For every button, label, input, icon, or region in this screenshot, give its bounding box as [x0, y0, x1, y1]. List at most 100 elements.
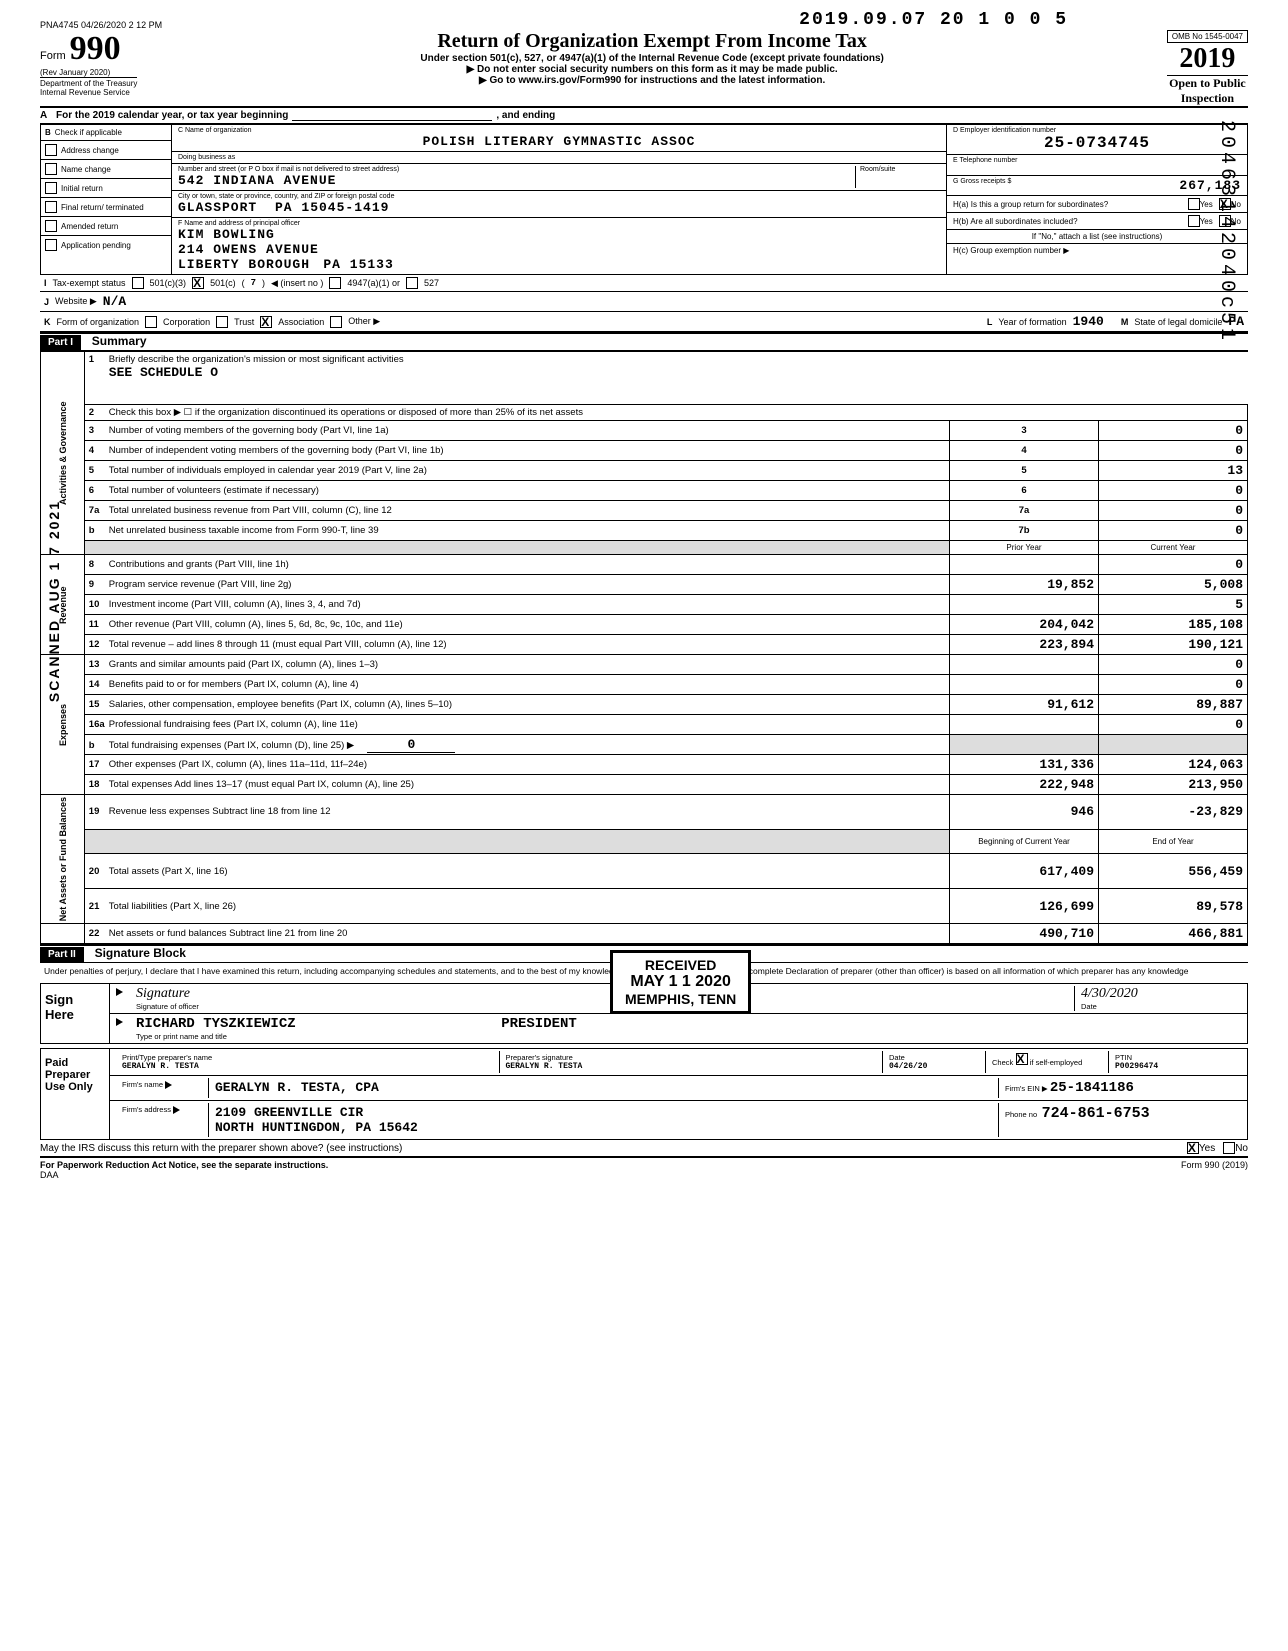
- c16a: 0: [1099, 715, 1248, 735]
- checkbox-trust[interactable]: [216, 316, 228, 328]
- room-label: Room/suite: [860, 166, 940, 173]
- firm-phone: 724-861-6753: [1042, 1105, 1150, 1122]
- preparer-date: 04/26/20: [889, 1062, 979, 1071]
- omb-number: OMB No 1545-0047: [1167, 30, 1248, 43]
- gross-receipts-label: G Gross receipts $: [953, 178, 1011, 193]
- c21: 89,578: [1099, 889, 1248, 924]
- website-value: N/A: [103, 294, 126, 309]
- c18: 213,950: [1099, 775, 1248, 795]
- val-7b: 0: [1099, 521, 1248, 541]
- checkbox-initial-return[interactable]: [45, 182, 57, 194]
- checkbox-4947[interactable]: [329, 277, 341, 289]
- tax-year: 2019: [1167, 43, 1248, 75]
- part-1-header: Part I Summary: [40, 332, 1248, 351]
- sign-arrow-icon: [116, 988, 123, 996]
- officer-print-name: RICHARD TYSZKIEWICZ: [136, 1016, 296, 1032]
- c9: 5,008: [1099, 575, 1248, 595]
- street-address: 542 INDIANA AVENUE: [178, 173, 855, 188]
- org-name: POLISH LITERARY GYMNASTIC ASSOC: [178, 134, 940, 149]
- ha-label: H(a) Is this a group return for subordin…: [953, 200, 1188, 209]
- checkbox-assoc[interactable]: [260, 316, 272, 328]
- street-label: Number and street (or P O box if mail is…: [178, 166, 855, 173]
- irs-line: Internal Revenue Service: [40, 88, 137, 97]
- vertical-code-right: 20463142040c51: [1215, 120, 1238, 344]
- ein-label: D Employer identification number: [953, 127, 1241, 134]
- p19: 946: [950, 795, 1099, 830]
- officer-city: LIBERTY BOROUGH: [178, 257, 310, 272]
- checkbox-name-change[interactable]: [45, 163, 57, 175]
- sign-date: 4/30/2020: [1081, 986, 1241, 1002]
- c12: 190,121: [1099, 635, 1248, 655]
- form-instruction-1: ▶ Do not enter social security numbers o…: [137, 64, 1166, 75]
- form-number: 990: [70, 30, 121, 67]
- p20: 617,409: [950, 854, 1099, 889]
- val-3: 0: [1099, 421, 1248, 441]
- checkbox-amended[interactable]: [45, 220, 57, 232]
- officer-signature: Signature: [136, 986, 1074, 1002]
- checkbox-discuss-yes[interactable]: [1187, 1142, 1199, 1154]
- officer-title: PRESIDENT: [501, 1016, 577, 1032]
- checkbox-final-return[interactable]: [45, 201, 57, 213]
- officer-zip: PA 15133: [323, 257, 393, 272]
- checkbox-hb-yes[interactable]: [1188, 215, 1200, 227]
- val-5: 13: [1099, 461, 1248, 481]
- discuss-row: May the IRS discuss this return with the…: [40, 1140, 1248, 1158]
- city-label: City or town, state or province, country…: [178, 193, 940, 200]
- checkbox-discuss-no[interactable]: [1223, 1142, 1235, 1154]
- checkbox-527[interactable]: [406, 277, 418, 289]
- org-name-label: C Name of organization: [178, 127, 940, 134]
- ptin: P00296474: [1115, 1062, 1235, 1071]
- arrow-icon-2: [173, 1106, 180, 1114]
- p9: 19,852: [950, 575, 1099, 595]
- p18: 222,948: [950, 775, 1099, 795]
- firm-name: GERALYN R. TESTA, CPA: [215, 1080, 379, 1095]
- sign-arrow-icon-2: [116, 1018, 123, 1026]
- c11: 185,108: [1099, 615, 1248, 635]
- received-stamp: RECEIVED MAY 1 1 2020 MEMPHIS, TENN: [610, 950, 751, 1014]
- val-6: 0: [1099, 481, 1248, 501]
- val-7a: 0: [1099, 501, 1248, 521]
- checkbox-self-employed[interactable]: [1016, 1053, 1028, 1065]
- p15: 91,612: [950, 695, 1099, 715]
- l16b-val: 0: [367, 737, 455, 753]
- c19: -23,829: [1099, 795, 1248, 830]
- val-4: 0: [1099, 441, 1248, 461]
- form-word: Form: [40, 50, 66, 62]
- year-formation: 1940: [1073, 314, 1104, 329]
- p17: 131,336: [950, 755, 1099, 775]
- c15: 89,887: [1099, 695, 1248, 715]
- p12: 223,894: [950, 635, 1099, 655]
- c14: 0: [1099, 675, 1248, 695]
- checkbox-other[interactable]: [330, 316, 342, 328]
- c22: 466,881: [1099, 924, 1248, 944]
- summary-table: Activities & Governance 1Briefly describ…: [40, 351, 1248, 944]
- identification-block: B Check if applicable Address change Nam…: [40, 124, 1248, 275]
- officer-name: KIM BOWLING: [178, 227, 940, 242]
- hc-label: H(c) Group exemption number ▶: [947, 244, 1247, 257]
- firm-ein: 25-1841186: [1050, 1080, 1134, 1096]
- dept-line: Department of the Treasury: [40, 77, 137, 88]
- dba-label: Doing business as: [178, 154, 940, 161]
- side-expenses: Expenses: [41, 655, 85, 795]
- checkbox-ha-no[interactable]: [1219, 198, 1231, 210]
- line-i: ITax-exempt status 501(c)(3) 501(c) ( 7 …: [40, 275, 1248, 292]
- side-governance: Activities & Governance: [41, 352, 85, 555]
- checkbox-corp[interactable]: [145, 316, 157, 328]
- firm-addr-1: 2109 GREENVILLE CIR: [215, 1105, 992, 1120]
- form-subtitle: Under section 501(c), 527, or 4947(a)(1)…: [137, 53, 1166, 64]
- form-instruction-2: ▶ Go to www.irs.gov/Form990 for instruct…: [137, 75, 1166, 86]
- checkbox-ha-yes[interactable]: [1188, 198, 1200, 210]
- c20: 556,459: [1099, 854, 1248, 889]
- paid-preparer-block: Paid Preparer Use Only Print/Type prepar…: [40, 1048, 1248, 1140]
- checkbox-501c[interactable]: [192, 277, 204, 289]
- checkbox-address-change[interactable]: [45, 144, 57, 156]
- arrow-icon: [165, 1081, 172, 1089]
- p22: 490,710: [950, 924, 1099, 944]
- c8: 0: [1099, 555, 1248, 575]
- sign-here-label: Sign Here: [41, 984, 110, 1043]
- line-a: A For the 2019 calendar year, or tax yea…: [40, 108, 1248, 124]
- ein-value: 25-0734745: [953, 134, 1241, 152]
- checkbox-application-pending[interactable]: [45, 239, 57, 251]
- checkbox-501c3[interactable]: [132, 277, 144, 289]
- preparer-sig-name: GERALYN R. TESTA: [506, 1062, 877, 1071]
